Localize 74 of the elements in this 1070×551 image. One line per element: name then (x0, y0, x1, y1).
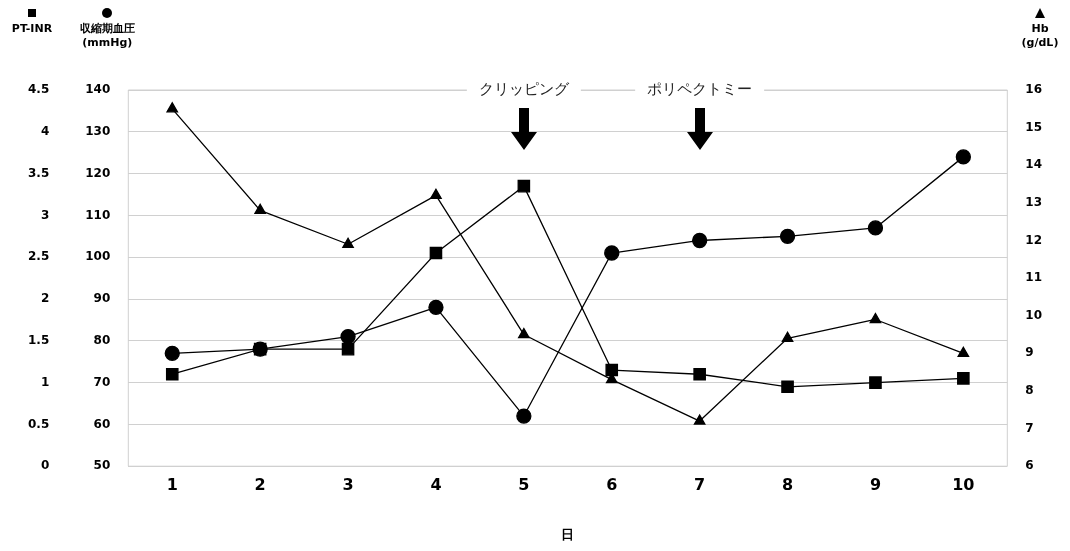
point (516, 408, 532, 424)
point (517, 179, 531, 193)
y2-tick-label: 13 (1025, 194, 1042, 209)
y-tick-label: 110 (85, 207, 111, 222)
y-tick-label: 140 (85, 82, 111, 97)
y-tick-label: 100 (85, 249, 111, 264)
y-tick-label: 90 (93, 291, 111, 306)
point (166, 102, 179, 113)
y2-tick-label: 11 (1025, 270, 1042, 285)
y2-tick-label: 8 (1025, 383, 1034, 398)
point (605, 363, 619, 377)
x-axis-title: 日 (561, 526, 575, 542)
y-tick-label: 120 (85, 165, 111, 180)
y2-axis-title: Hb (g/dL) (1021, 22, 1059, 49)
x-tick-label: 8 (781, 474, 794, 494)
point (165, 367, 179, 381)
y2-tick-label: 14 (1025, 157, 1042, 172)
point (781, 331, 794, 342)
y3-tick-label: 4 (40, 123, 50, 138)
x-tick-label: 4 (430, 474, 442, 494)
y3-tick-label: 3 (40, 207, 50, 222)
y3-tick-label: 4.5 (27, 82, 50, 97)
point (957, 372, 970, 385)
x-tick-label: 3 (342, 474, 354, 494)
point (604, 245, 620, 261)
point (781, 380, 794, 394)
y3-tick-label: 3.5 (27, 165, 50, 180)
point (869, 312, 882, 324)
x-tick-label: 10 (952, 474, 975, 494)
point (430, 188, 442, 199)
x-tick-label: 2 (254, 474, 266, 494)
y3-tick-label: 0.5 (27, 416, 50, 431)
y-tick-label: 70 (93, 374, 111, 389)
y2-tick-label: 7 (1025, 420, 1034, 435)
y3-tick-label: 1.5 (27, 332, 50, 347)
y2-tick-label: 6 (1025, 458, 1034, 473)
y2-tick-label: 15 (1025, 119, 1042, 134)
y2-tick-label: 12 (1025, 232, 1042, 247)
point (955, 149, 971, 165)
point (957, 346, 970, 357)
y3-tick-label: 2.5 (27, 249, 50, 264)
point (693, 414, 706, 425)
point (341, 342, 355, 356)
point (693, 367, 706, 381)
point (164, 345, 180, 361)
point (340, 328, 356, 345)
y-tick-label: 80 (93, 332, 111, 347)
y2-tick-label: 9 (1025, 345, 1034, 360)
y3-tick-label: 2 (40, 291, 50, 306)
y3-tick-label: 1 (40, 374, 50, 389)
point (692, 232, 708, 249)
point (867, 220, 884, 236)
point (779, 228, 796, 244)
y-tick-label: 130 (85, 123, 111, 138)
y2-tick-label: 10 (1025, 307, 1042, 322)
point (254, 203, 266, 215)
x-tick-label: 1 (166, 474, 178, 494)
x-tick-label: 9 (869, 474, 882, 494)
x-tick-label: 5 (518, 474, 530, 494)
annotation: クリッピング (478, 79, 570, 98)
x-tick-label: 7 (694, 474, 706, 494)
point (869, 376, 882, 389)
y-tick-label: 60 (93, 416, 111, 431)
y3-tick-label: 0 (40, 458, 50, 473)
point (342, 237, 354, 248)
point (429, 246, 443, 260)
point (518, 327, 530, 339)
y-axis-title: 収縮期血圧 (mmHg) (79, 22, 135, 49)
y-tick-label: 50 (93, 458, 111, 473)
point (428, 299, 444, 316)
annotation: ポリペクトミー (647, 79, 753, 98)
x-tick-label: 6 (606, 474, 618, 494)
y3-axis-title: PT-INR (11, 22, 53, 35)
y2-tick-label: 16 (1025, 82, 1042, 97)
